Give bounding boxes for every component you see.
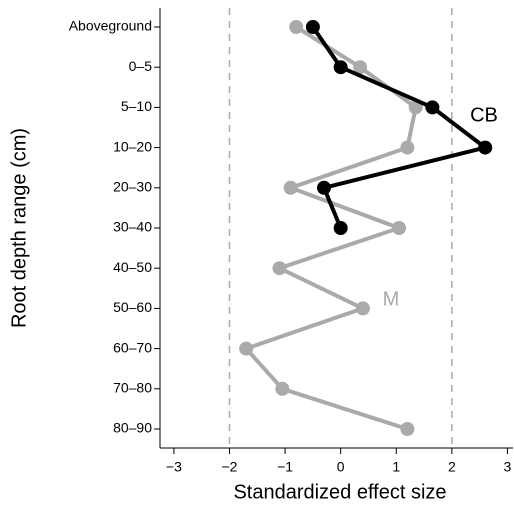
y-axis-title: Root depth range (cm) bbox=[8, 128, 30, 328]
data-point bbox=[272, 261, 287, 276]
data-point bbox=[333, 60, 348, 75]
data-point bbox=[392, 221, 407, 235]
y-tick-label: 50–60 bbox=[113, 299, 152, 315]
data-point bbox=[283, 180, 298, 195]
x-tick-label: −3 bbox=[166, 459, 182, 475]
series-label: M bbox=[383, 288, 400, 310]
data-point bbox=[425, 100, 440, 115]
y-tick-label: 0–5 bbox=[129, 58, 153, 74]
series-line bbox=[311, 25, 488, 229]
x-tick-label: 3 bbox=[504, 459, 512, 475]
y-tick-label: 10–20 bbox=[113, 138, 152, 154]
y-tick-label: 20–30 bbox=[113, 179, 152, 195]
data-point bbox=[275, 381, 290, 396]
series-label: CB bbox=[470, 104, 498, 126]
data-point bbox=[478, 140, 493, 155]
y-tick-label: 30–40 bbox=[113, 219, 152, 235]
data-point bbox=[305, 20, 320, 34]
x-tick-label: 1 bbox=[392, 459, 400, 475]
data-point bbox=[239, 341, 254, 356]
y-tick-label: 40–50 bbox=[113, 259, 152, 275]
data-point bbox=[355, 301, 370, 316]
data-point bbox=[289, 20, 304, 34]
y-tick-label: Aboveground bbox=[69, 18, 152, 34]
y-tick-label: 60–70 bbox=[113, 339, 152, 355]
data-point bbox=[408, 100, 423, 115]
y-tick-label: 80–90 bbox=[113, 420, 152, 436]
y-tick-label: 70–80 bbox=[113, 380, 152, 396]
y-tick-label: 5–10 bbox=[121, 98, 152, 114]
x-axis-title: Standardized effect size bbox=[233, 481, 446, 503]
data-point bbox=[316, 180, 331, 195]
data-point bbox=[400, 140, 415, 155]
x-tick-label: 0 bbox=[337, 459, 345, 475]
x-tick-label: 2 bbox=[448, 459, 456, 475]
data-point bbox=[333, 221, 348, 235]
x-tick-label: −1 bbox=[277, 459, 293, 475]
data-point bbox=[400, 422, 415, 436]
x-tick-label: −2 bbox=[222, 459, 238, 475]
data-point bbox=[353, 60, 368, 75]
